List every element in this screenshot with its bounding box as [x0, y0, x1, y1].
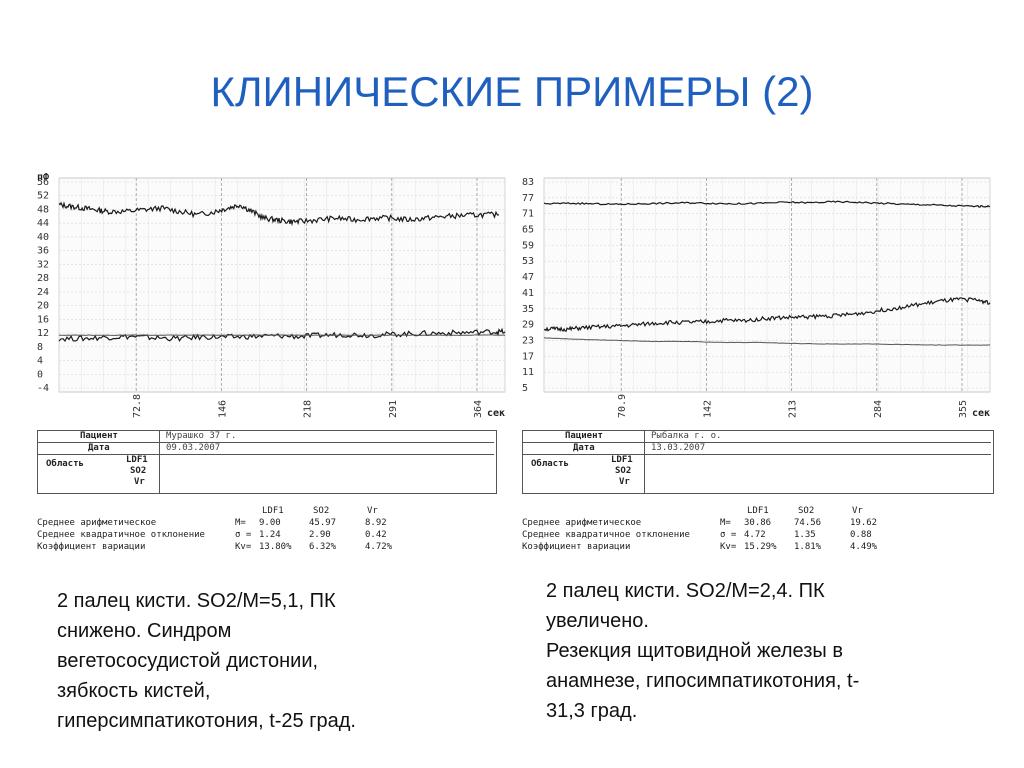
y-tick-label: 47 — [522, 272, 534, 283]
y-tick-label: 48 — [37, 204, 49, 215]
series-line — [58, 327, 506, 343]
y-tick-label: 32 — [37, 259, 49, 270]
date-label: Дата — [573, 443, 595, 453]
y-tick-label: 4 — [37, 356, 43, 367]
y-tick-label: 24 — [37, 287, 49, 298]
channel-so2: SO2 — [130, 466, 147, 476]
y-unit-label: пФ — [37, 172, 49, 183]
left-caption: 2 палец кисти. SO2/M=5,1, ПК снижено. Си… — [57, 590, 356, 732]
patient-value: Мурашко 37 г. — [166, 431, 237, 441]
stats-row: Коэффициент вариации Kv= 13.80% 6.32% 4.… — [37, 542, 393, 552]
y-tick-label: 29 — [522, 320, 534, 331]
y-tick-label: 41 — [522, 288, 534, 299]
y-tick-label: 52 — [37, 191, 49, 202]
y-tick-label: 83 — [522, 177, 534, 188]
stats-row: Среднее квадратичное отклонение σ = 1.24… — [37, 530, 387, 540]
stats-row: Среднее арифметическое M= 9.00 45.97 8.9… — [37, 518, 387, 528]
stats-row: Коэффициент вариации Kv= 15.29% 1.81% 4.… — [522, 542, 878, 552]
y-tick-label: 65 — [522, 225, 534, 236]
x-tick-label: 284 — [873, 400, 884, 418]
series-line — [59, 334, 506, 336]
left-info-table: Пациент Мурашко 37 г. Дата 09.03.2007 Об… — [37, 430, 497, 494]
x-tick-label: 70.9 — [617, 394, 628, 418]
stats-header-row: LDF1 SO2 Vr — [262, 506, 378, 516]
stats-row: Среднее арифметическое M= 30.86 74.56 19… — [522, 518, 878, 528]
x-tick-label: 291 — [388, 400, 399, 418]
channel-vr: Vr — [619, 477, 630, 487]
x-tick-label: 72.8 — [132, 394, 143, 418]
right-chart: 83 77 71 65 59 53 47 41 35 29 23 17 11 5 70.9 142 213 284… — [522, 177, 991, 419]
y-tick-label: 40 — [37, 232, 49, 243]
y-tick-label: 59 — [522, 240, 534, 251]
x-tick-label: 355 — [958, 400, 969, 418]
x-tick-label: 142 — [702, 400, 713, 418]
left-stats: LDF1 SO2 Vr Среднее арифметическое M= 9.… — [37, 505, 507, 553]
y-tick-label: 17 — [522, 351, 534, 362]
y-tick-label: 0 — [37, 369, 43, 380]
x-tick-label: 364 — [473, 400, 484, 418]
right-info-table: Пациент Рыбалка г. о. Дата 13.03.2007 Об… — [522, 430, 994, 494]
channel-vr: Vr — [134, 477, 145, 487]
date-value: 13.03.2007 — [651, 443, 706, 453]
x-tick-label: 213 — [788, 400, 799, 418]
y-tick-label: 44 — [37, 218, 49, 229]
right-panel: 83 77 71 65 59 53 47 41 35 29 23 17 11 5 70.9 142 213 284… — [520, 170, 1002, 560]
stats-header-row: LDF1 SO2 Vr — [747, 506, 863, 516]
slide-title: КЛИНИЧЕСКИЕ ПРИМЕРЫ (2) — [210, 68, 814, 115]
patient-label: Пациент — [80, 431, 118, 441]
left-panel: 56 52 48 44 40 36 32 28 24 20 16 12 8 4 0 -4 72.8 146 218 2… — [35, 170, 517, 560]
y-tick-label: 36 — [37, 246, 49, 257]
y-tick-label: 5 — [522, 383, 528, 394]
y-tick-label: 16 — [37, 314, 49, 325]
y-tick-label: 12 — [37, 328, 49, 339]
channel-so2: SO2 — [615, 466, 632, 476]
y-tick-label: 28 — [37, 273, 49, 284]
right-caption: 2 палец кисти. SO2/M=2,4. ПК увеличено. … — [546, 580, 860, 722]
date-label: Дата — [88, 443, 110, 453]
area-label: Область — [46, 459, 84, 469]
y-tick-label: 8 — [37, 342, 43, 353]
channel-ldf1: LDF1 — [611, 455, 633, 465]
y-tick-label: -4 — [37, 383, 49, 394]
area-label: Область — [531, 459, 569, 469]
x-unit-label: сек — [487, 408, 505, 419]
y-tick-label: 23 — [522, 335, 534, 346]
y-tick-label: 11 — [522, 367, 534, 378]
series-line — [58, 201, 500, 227]
y-tick-label: 53 — [522, 256, 534, 267]
y-tick-label: 20 — [37, 301, 49, 312]
x-tick-label: 146 — [217, 400, 228, 418]
stats-row: Среднее квадратичное отклонение σ = 4.72… — [522, 530, 872, 540]
x-unit-label: сек — [972, 408, 990, 419]
channel-ldf1: LDF1 — [126, 455, 148, 465]
patient-value: Рыбалка г. о. — [651, 431, 722, 441]
series-line — [543, 337, 991, 346]
right-stats: LDF1 SO2 Vr Среднее арифметическое M= 30… — [522, 505, 992, 553]
series-line — [543, 297, 991, 332]
y-tick-label: 56 — [37, 177, 49, 188]
series-line — [543, 200, 991, 208]
patient-label: Пациент — [565, 431, 603, 441]
y-tick-label: 77 — [522, 193, 534, 204]
y-tick-label: 71 — [522, 209, 534, 220]
x-tick-label: 218 — [303, 400, 314, 418]
y-tick-label: 35 — [522, 304, 534, 315]
date-value: 09.03.2007 — [166, 443, 221, 453]
